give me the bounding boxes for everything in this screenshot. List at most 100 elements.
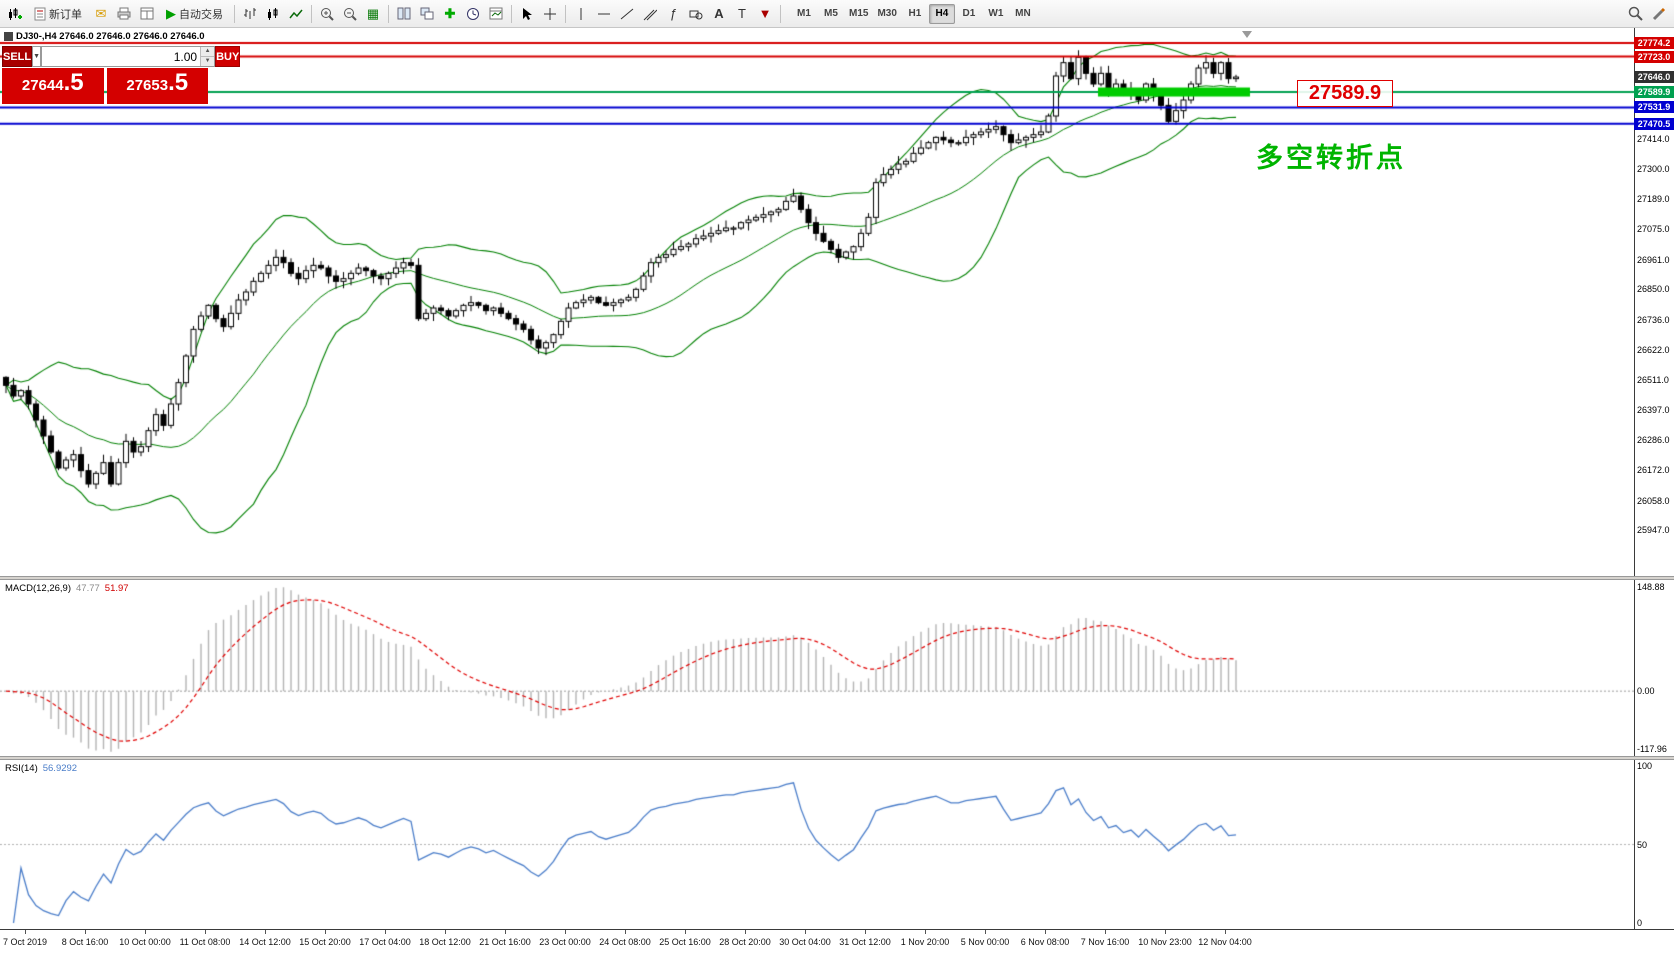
sell-price-button[interactable]: 27644.5 <box>2 68 104 104</box>
symbol-icon <box>4 32 13 41</box>
shapes-icon[interactable] <box>685 3 707 25</box>
timeframe-h1-button[interactable]: H1 <box>908 8 922 19</box>
zoom-in-icon[interactable] <box>316 3 338 25</box>
price-axis-label: 27189.0 <box>1637 193 1670 204</box>
volume-down-icon[interactable]: ▼ <box>201 57 215 66</box>
time-axis-tick <box>85 930 86 934</box>
trendline-icon[interactable] <box>616 3 638 25</box>
grid-icon[interactable]: ▦ <box>366 6 380 21</box>
sell-button[interactable]: SELL <box>2 46 33 67</box>
time-axis-tick <box>865 930 866 934</box>
timeframe-m30-button[interactable]: M30 <box>877 8 897 19</box>
line-chart-icon[interactable] <box>285 3 307 25</box>
time-axis-label: 5 Nov 00:00 <box>960 937 1010 947</box>
print-icon[interactable] <box>113 3 135 25</box>
macd-axis-max: 148.88 <box>1637 582 1665 592</box>
timeframe-w1-button[interactable]: W1 <box>988 8 1004 19</box>
price-axis-label: 25947.0 <box>1637 525 1670 536</box>
toolbar-separator <box>311 4 312 23</box>
price-axis-label: 26286.0 <box>1637 434 1670 445</box>
time-axis-label: 12 Nov 04:00 <box>1198 937 1252 947</box>
macd-indicator-label: MACD(12,26,9) 47.77 51.97 <box>5 583 129 594</box>
quick-edit-icon[interactable] <box>1648 3 1670 25</box>
mail-icon[interactable]: ✉ <box>95 6 107 21</box>
time-axis-tick <box>445 930 446 934</box>
price-tag-27589.9: 27589.9 <box>1634 86 1674 99</box>
time-axis-tick <box>745 930 746 934</box>
buy-button[interactable]: BUY <box>215 46 241 67</box>
time-axis-tick <box>805 930 806 934</box>
text-label-icon[interactable]: T <box>738 6 746 21</box>
autotrading-button[interactable]: ▶ 自动交易 <box>159 3 230 25</box>
macd-axis-min: -117.96 <box>1637 744 1667 754</box>
bar-chart-icon[interactable] <box>239 3 261 25</box>
turning-point-annotation[interactable]: 多空转折点 <box>1256 143 1406 173</box>
rsi-axis-mid: 50 <box>1637 839 1648 850</box>
timeframe-h4-button[interactable]: H4 <box>928 3 955 24</box>
time-axis-label: 10 Oct 00:00 <box>119 937 171 947</box>
timeframe-d1-button[interactable]: D1 <box>962 8 976 19</box>
price-axis-label: 26172.0 <box>1637 465 1670 476</box>
price-tag-27470.5: 27470.5 <box>1634 117 1674 130</box>
volume-stepper: ▲ ▼ <box>200 47 215 66</box>
price-axis-label: 26850.0 <box>1637 284 1670 295</box>
rsi-name: RSI(14) <box>5 763 38 774</box>
sell-price-frac: .5 <box>63 69 84 96</box>
arrows-icon[interactable]: ▼ <box>758 6 772 21</box>
volume-input[interactable] <box>42 47 201 66</box>
fibonacci-icon[interactable]: ƒ <box>669 6 677 21</box>
channel-icon[interactable] <box>639 3 661 25</box>
data-window-icon[interactable] <box>136 3 158 25</box>
crosshair-icon[interactable] <box>539 3 561 25</box>
time-axis-tick <box>625 930 626 934</box>
time-axis-tick <box>265 930 266 934</box>
time-axis-label: 28 Oct 20:00 <box>719 937 771 947</box>
time-axis-tick <box>145 930 146 934</box>
one-click-trading-panel: SELL ▼ ▲ ▼ BUY 27644.5 27653.5 <box>2 46 241 104</box>
macd-panel-canvas[interactable] <box>0 580 1634 756</box>
time-axis-tick <box>205 930 206 934</box>
cursor-icon[interactable] <box>516 3 538 25</box>
rsi-panel-canvas[interactable] <box>0 760 1634 929</box>
timeframe-m1-button[interactable]: M1 <box>797 8 811 19</box>
timeframe-m5-button[interactable]: M5 <box>824 8 838 19</box>
rsi-value: 56.9292 <box>42 763 78 774</box>
time-axis-label: 21 Oct 16:00 <box>479 937 531 947</box>
new-order-icon <box>34 7 46 21</box>
toolbar: 新订单 ✉ ▶ 自动交易 ▦ ✚ <box>0 0 1674 28</box>
zoom-out-icon[interactable] <box>339 3 361 25</box>
new-chart-icon[interactable] <box>4 3 26 25</box>
tile-windows-icon[interactable] <box>393 3 415 25</box>
timeframe-m15-button[interactable]: M15 <box>849 8 869 19</box>
timeframe-mn-button[interactable]: MN <box>1015 8 1031 19</box>
candlestick-chart-icon[interactable] <box>262 3 284 25</box>
time-axis-label: 18 Oct 12:00 <box>419 937 471 947</box>
time-axis[interactable]: 7 Oct 2019 8 Oct 16:00 10 Oct 00:00 11 Oct … <box>0 929 1674 955</box>
search-icon[interactable] <box>1624 3 1647 25</box>
templates-icon[interactable] <box>485 3 507 25</box>
price-axis[interactable] <box>1634 28 1674 929</box>
cascade-windows-icon[interactable] <box>416 3 438 25</box>
panel-divider[interactable] <box>0 576 1674 580</box>
main-chart-canvas[interactable] <box>0 28 1634 576</box>
indicators-icon[interactable]: ✚ <box>444 6 456 21</box>
time-axis-tick <box>325 930 326 934</box>
panel-divider[interactable] <box>0 756 1674 760</box>
macd-main-value: 47.77 <box>76 583 100 594</box>
chart-shift-marker[interactable] <box>1242 31 1252 38</box>
symbol-ohlc-label: DJ30-,H4 27646.0 27646.0 27646.0 27646.0 <box>16 31 205 42</box>
time-axis-label: 8 Oct 16:00 <box>61 937 109 947</box>
horizontal-line-icon[interactable] <box>593 3 615 25</box>
volume-up-icon[interactable]: ▲ <box>201 47 215 57</box>
price-annotation-box[interactable]: 27589.9 <box>1297 80 1393 107</box>
buy-price-button[interactable]: 27653.5 <box>106 68 208 104</box>
toolbar-separator <box>234 4 235 23</box>
vertical-line-icon[interactable] <box>570 3 592 25</box>
timeframe-toolbar: M1 M5 M15 M30 H1 H4 D1 W1 MN <box>791 3 1036 24</box>
text-icon[interactable]: A <box>714 6 724 21</box>
time-axis-label: 7 Oct 2019 <box>2 937 48 947</box>
volume-dropdown[interactable]: ▼ <box>32 46 42 67</box>
periods-icon[interactable] <box>462 3 484 25</box>
new-order-label: 新订单 <box>49 8 82 21</box>
new-order-button[interactable]: 新订单 <box>27 3 89 25</box>
